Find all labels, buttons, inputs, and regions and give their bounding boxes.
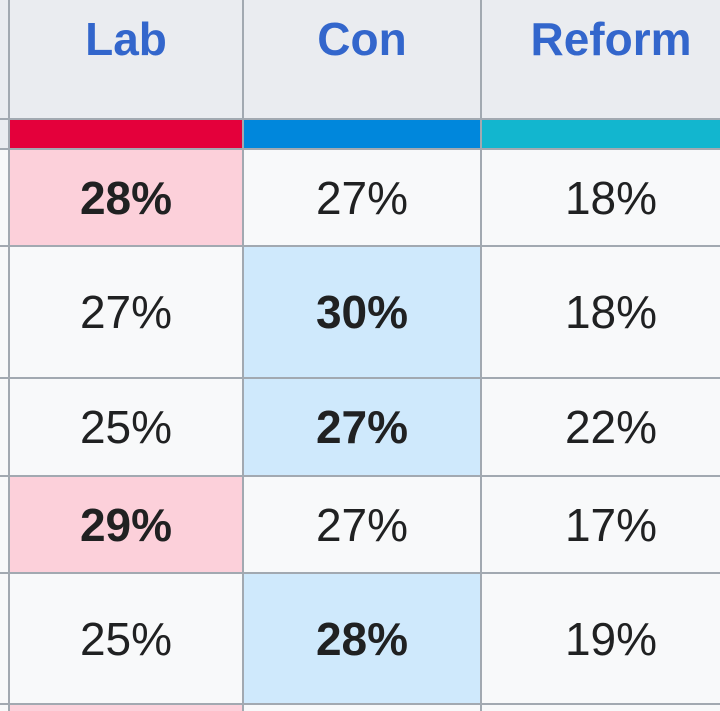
cell <box>0 705 8 711</box>
table-cell: 27% <box>244 150 480 245</box>
cell <box>0 477 8 572</box>
header-cell: Reform <box>482 0 720 118</box>
cell <box>0 574 8 703</box>
table-cell: 28% <box>244 574 480 703</box>
table-cell: 30% <box>244 247 480 377</box>
party-bar <box>10 120 242 148</box>
cell <box>482 705 720 711</box>
header-cell <box>0 0 8 118</box>
cell <box>0 150 8 245</box>
table-cell: 28% <box>10 150 242 245</box>
cell <box>0 379 8 475</box>
cell <box>10 705 242 711</box>
table-cell: 19% <box>482 574 720 703</box>
cell <box>244 705 480 711</box>
header-cell: Lab <box>10 0 242 118</box>
cell <box>0 247 8 377</box>
table-cell: 18% <box>482 150 720 245</box>
table-cell: 29% <box>10 477 242 572</box>
table-cell: 25% <box>10 574 242 703</box>
table-cell: 17% <box>482 477 720 572</box>
table-cell: 27% <box>244 477 480 572</box>
party-bar <box>244 120 480 148</box>
table-cell: 18% <box>482 247 720 377</box>
table-cell: 27% <box>244 379 480 475</box>
header-cell: Con <box>244 0 480 118</box>
party-bar <box>482 120 720 148</box>
table-cell: 22% <box>482 379 720 475</box>
party-bar <box>0 120 8 148</box>
table-cell: 27% <box>10 247 242 377</box>
table-cell: 25% <box>10 379 242 475</box>
